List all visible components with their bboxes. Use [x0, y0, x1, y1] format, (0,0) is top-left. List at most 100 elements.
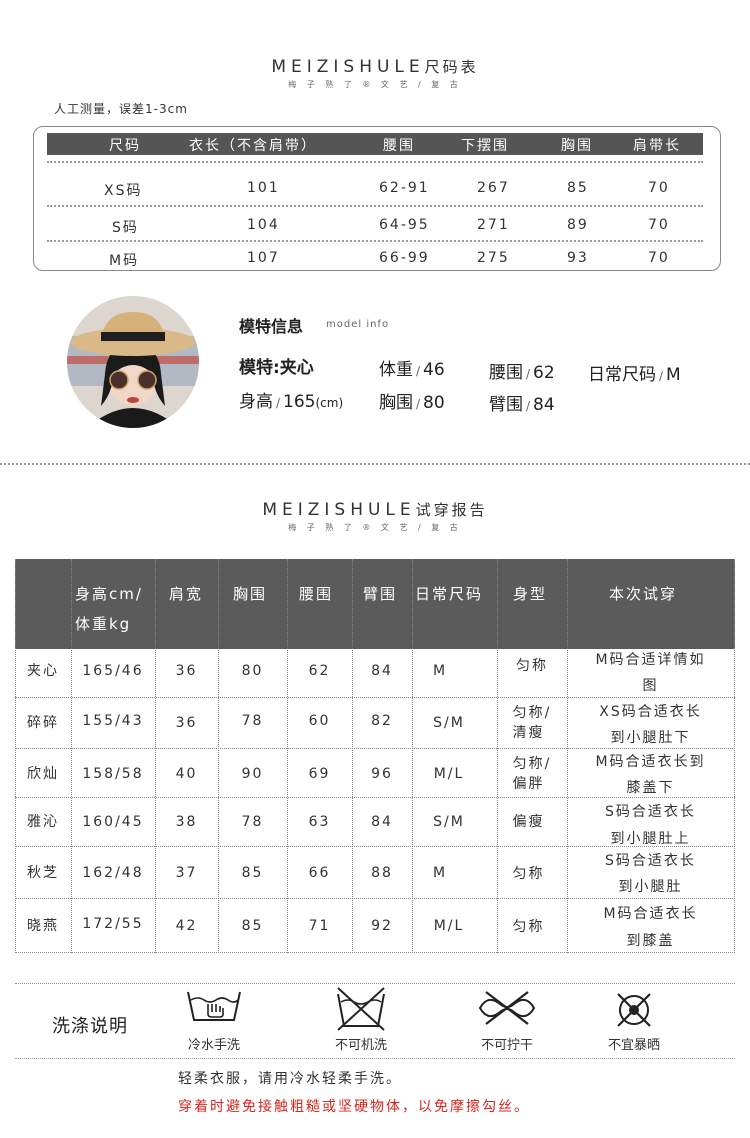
row-bust: 80 [241, 663, 264, 679]
separator: / [416, 397, 421, 411]
brand-latin: MEIZISHULE [262, 500, 416, 520]
col-body-type: 身型 [513, 585, 548, 603]
model-info-subtitle: model info [326, 319, 390, 330]
no-wring-label: 不可拧干 [480, 1038, 533, 1053]
row-bust: 78 [241, 713, 264, 729]
row-name: 碎碎 [27, 715, 59, 731]
wash-bottom-border [15, 1058, 735, 1059]
separator: / [526, 399, 531, 413]
grid-line [15, 697, 735, 698]
size-cell: 70 [648, 250, 670, 266]
row-height-weight: 160/45 [82, 814, 144, 830]
grid-line [15, 846, 735, 847]
col-length: 衣长（不含肩带） [189, 138, 317, 154]
model-waist: 腰围/62 [489, 358, 555, 383]
divider [47, 205, 703, 207]
col-daily-size: 日常尺码 [415, 585, 484, 603]
daily-size-value: M [666, 365, 681, 385]
col-this-fit: 本次试穿 [609, 585, 678, 603]
row-daily-size: M [432, 865, 448, 881]
row-fit: M码合适详情如 [595, 652, 706, 668]
height-label: 身高 [239, 392, 273, 412]
grid-line [15, 898, 735, 899]
col-bust: 胸围 [233, 585, 268, 603]
col-shoulder: 肩宽 [169, 585, 204, 603]
row-height-weight: 165/46 [82, 663, 144, 679]
brand-latin: MEIZISHULE [271, 57, 425, 77]
arm-value: 84 [533, 395, 555, 415]
size-cell: M码 [109, 253, 140, 269]
size-cell: S码 [112, 220, 139, 236]
arm-label: 臂围 [489, 395, 523, 415]
size-cell: 70 [648, 217, 670, 233]
grid-line [412, 559, 413, 953]
weight-label: 体重 [379, 360, 413, 380]
section-divider [0, 463, 750, 465]
hand-wash-label: 冷水手洗 [187, 1038, 240, 1053]
grid-line [352, 559, 353, 953]
model-arm: 臂围/84 [489, 390, 555, 415]
size-cell: 62-91 [379, 180, 430, 196]
row-name: 雅沁 [27, 814, 59, 830]
model-height: 身高/165(cm) [239, 387, 343, 412]
row-height-weight: 172/55 [82, 916, 144, 932]
size-cell: XS码 [104, 183, 143, 199]
model-weight: 体重/46 [379, 355, 445, 380]
size-cell: 89 [567, 217, 589, 233]
brand-subtitle: 梅 子 熟 了 ® 文 艺 / 复 古 [288, 80, 462, 89]
row-body-type: 偏瘦 [512, 814, 545, 830]
waist-value: 62 [533, 363, 555, 383]
measure-note: 人工测量，误差1-3cm [54, 102, 188, 116]
size-table-frame [33, 126, 721, 271]
row-arm: 84 [371, 663, 393, 679]
model-bust: 胸围/80 [379, 388, 445, 413]
washing-title: 洗涤说明 [52, 1016, 128, 1037]
size-cell: 267 [477, 180, 510, 196]
col-height: 身高cm/ [75, 585, 143, 603]
row-name: 秋芝 [27, 865, 59, 881]
row-fit: 图 [642, 678, 659, 694]
row-height-weight: 155/43 [82, 713, 144, 729]
row-daily-size: S/M [433, 715, 465, 731]
grid-line [15, 797, 735, 798]
col-arm: 臂围 [363, 585, 398, 603]
size-table-header: 尺码 衣长（不含肩带） 腰围 下摆围 胸围 肩带长 [47, 133, 703, 155]
row-fit: M码合适衣长到 [595, 754, 706, 770]
row-waist: 69 [308, 766, 331, 782]
row-shoulder: 37 [175, 865, 198, 881]
size-chart-brand: MEIZISHULE尺码表 梅 子 熟 了 ® 文 艺 / 复 古 [0, 56, 750, 90]
col-weight: 体重kg [75, 615, 132, 633]
no-wring-icon [478, 991, 536, 1025]
row-body-type: 匀称/ [512, 705, 552, 721]
bust-value: 80 [423, 393, 445, 413]
row-name: 晓燕 [27, 918, 59, 934]
size-cell: 85 [567, 180, 589, 196]
row-shoulder: 36 [175, 715, 198, 731]
height-unit: (cm) [315, 396, 344, 410]
separator: / [276, 396, 281, 410]
size-cell: 107 [247, 250, 280, 266]
col-strap: 肩带长 [633, 138, 681, 154]
divider [47, 240, 703, 242]
col-size: 尺码 [109, 138, 141, 154]
row-body-type: 匀称 [516, 658, 548, 674]
grid-line [15, 748, 735, 749]
col-waist: 腰围 [299, 585, 334, 603]
fitting-report-title: 试穿报告 [415, 501, 488, 519]
grid-line [287, 559, 288, 953]
grid-line [155, 559, 156, 953]
row-body-type: 清瘦 [512, 725, 545, 741]
row-waist: 66 [308, 865, 331, 881]
no-machine-wash-icon [337, 987, 385, 1031]
size-cell: 275 [477, 250, 510, 266]
col-bust: 胸围 [561, 138, 593, 154]
fitting-report-brand: MEIZISHULE试穿报告 梅 子 熟 了 ® 文 艺 / 复 古 [0, 499, 750, 533]
row-fit: 到小腿肚 [618, 879, 683, 895]
row-fit: 到膝盖 [626, 933, 675, 949]
row-shoulder: 42 [175, 918, 198, 934]
wash-note: 轻柔衣服，请用冷水轻柔手洗。 [178, 1071, 402, 1087]
divider [47, 161, 703, 163]
col-hem: 下摆围 [461, 138, 509, 154]
grid-line [734, 559, 735, 953]
row-daily-size: S/M [433, 814, 465, 830]
